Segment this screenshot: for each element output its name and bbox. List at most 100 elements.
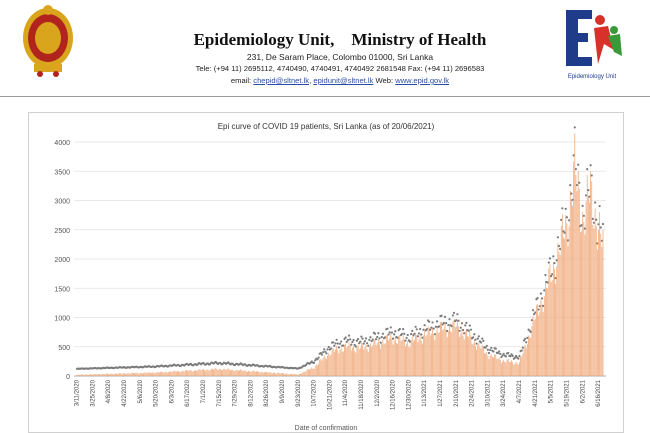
moving-average-marker	[425, 327, 429, 331]
daily-case-bar	[422, 343, 423, 376]
moving-average-marker	[521, 346, 524, 349]
daily-case-bar	[496, 358, 498, 376]
daily-case-bar	[411, 336, 413, 376]
daily-case-bar	[162, 372, 164, 376]
daily-case-bar	[595, 225, 597, 376]
moving-average-marker	[377, 332, 380, 335]
daily-case-bar	[374, 339, 376, 376]
x-tick-label: 5/19/2021	[564, 379, 570, 406]
x-tick-label: 8/26/2020	[264, 379, 270, 406]
daily-case-bar	[529, 336, 531, 376]
daily-case-bar	[341, 351, 343, 376]
daily-case-bar	[256, 371, 257, 376]
daily-case-bar	[356, 346, 358, 376]
moving-average-marker	[524, 337, 527, 340]
web-link[interactable]: www.epid.gov.lk	[395, 76, 450, 85]
daily-case-bar	[250, 371, 252, 376]
daily-case-bar	[453, 318, 455, 376]
daily-case-bar	[178, 370, 179, 376]
daily-case-bar	[198, 369, 200, 376]
daily-case-bar	[322, 358, 324, 376]
daily-case-bar	[487, 355, 489, 376]
moving-average-marker	[589, 164, 592, 167]
daily-case-bar	[184, 370, 186, 376]
moving-average-marker	[549, 274, 553, 278]
email-link-epidunit[interactable]: epidunit@sltnet.lk	[313, 76, 374, 85]
moving-average-marker	[559, 247, 562, 251]
moving-average-marker	[361, 337, 364, 340]
moving-average-marker	[370, 340, 373, 343]
daily-case-bar	[431, 333, 432, 376]
daily-case-bar	[552, 262, 554, 376]
x-tick-label: 8/12/2020	[248, 379, 254, 406]
daily-case-bar	[463, 339, 465, 376]
daily-case-bar	[594, 208, 596, 376]
daily-case-bar	[112, 374, 114, 376]
daily-case-bar	[361, 342, 362, 376]
org-name: Epidemiology Unit,	[193, 30, 335, 49]
daily-case-bar	[514, 363, 516, 376]
daily-case-bar	[394, 337, 396, 376]
daily-case-bar	[545, 280, 546, 376]
moving-average-marker	[333, 344, 336, 347]
daily-case-bar	[253, 371, 255, 376]
moving-average-marker	[305, 363, 308, 366]
daily-case-bar	[119, 373, 121, 376]
moving-average-marker	[465, 321, 468, 324]
email-link-chepid[interactable]: chepid@sltnet.lk	[253, 76, 310, 85]
daily-case-bar	[215, 367, 217, 376]
moving-average-marker	[570, 192, 573, 195]
daily-case-bar	[426, 335, 428, 376]
moving-average-marker	[513, 356, 517, 359]
x-tick-label: 4/21/2021	[533, 379, 539, 406]
moving-average-marker	[451, 314, 454, 317]
moving-average-marker	[511, 354, 514, 357]
daily-case-bar	[133, 372, 134, 376]
daily-case-bar	[601, 246, 603, 376]
moving-average-marker	[599, 226, 602, 229]
daily-case-bar	[186, 369, 187, 376]
daily-case-bar	[526, 343, 528, 376]
moving-average-marker	[317, 356, 320, 359]
moving-average-marker	[352, 338, 355, 342]
daily-case-bar	[565, 214, 567, 376]
daily-case-bar	[468, 336, 470, 376]
moving-average-marker	[540, 297, 544, 300]
daily-case-bar	[330, 354, 332, 376]
moving-average-marker	[327, 345, 330, 349]
daily-case-bar	[538, 315, 540, 376]
daily-case-bar	[432, 328, 433, 376]
daily-case-bar	[340, 347, 342, 376]
daily-case-bar	[230, 370, 231, 376]
daily-case-bar	[201, 369, 203, 376]
moving-average-marker	[486, 348, 489, 351]
moving-average-marker	[346, 338, 350, 342]
daily-case-bar	[533, 320, 535, 376]
x-tick-label: 3/10/2021	[485, 379, 491, 406]
daily-case-bar	[157, 372, 159, 376]
daily-case-bar	[530, 337, 532, 376]
daily-case-bar	[375, 345, 377, 376]
daily-case-bar	[263, 372, 265, 376]
daily-case-bar	[79, 374, 81, 376]
moving-average-marker	[363, 340, 366, 343]
moving-average-marker	[387, 333, 390, 336]
daily-case-bar	[278, 372, 280, 376]
web-label: Web:	[373, 76, 396, 85]
daily-case-bar	[189, 370, 191, 376]
daily-case-bar	[497, 359, 499, 376]
daily-case-bar	[212, 368, 213, 376]
daily-case-bar	[539, 312, 541, 376]
daily-case-bar	[392, 344, 394, 376]
moving-average-marker	[410, 332, 413, 336]
daily-case-bar	[429, 335, 431, 376]
daily-case-bar	[105, 373, 107, 376]
daily-case-bar	[576, 191, 578, 376]
daily-case-bar	[416, 335, 418, 376]
daily-case-bar	[454, 327, 456, 376]
daily-case-bar	[111, 373, 113, 376]
daily-case-bar	[417, 342, 419, 376]
moving-average-marker	[458, 329, 461, 332]
moving-average-marker	[552, 255, 555, 258]
moving-average-marker	[510, 353, 513, 356]
